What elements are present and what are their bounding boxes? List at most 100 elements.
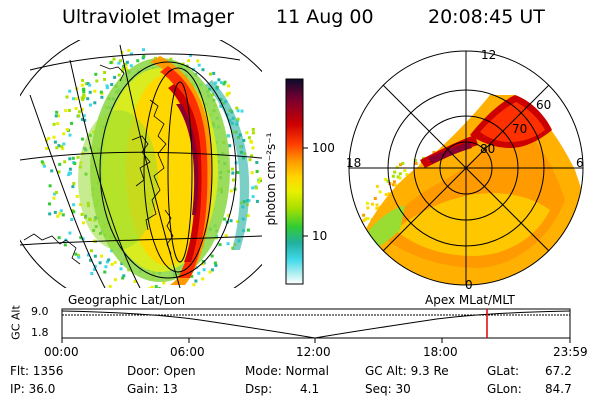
noise-pixel (107, 258, 111, 262)
noise-pixel (192, 283, 196, 287)
noise-pixel (236, 119, 240, 123)
noise-pixel (110, 263, 114, 266)
noise-pixel (121, 276, 125, 280)
noise-pixel (105, 260, 109, 264)
noise-pixel (202, 268, 206, 272)
noise-pixel (48, 212, 52, 216)
noise-pixel (362, 219, 366, 222)
mlt-label-0: 0 (465, 278, 473, 292)
noise-pixel (99, 90, 103, 94)
xtick-0600: 06:00 (170, 345, 205, 359)
noise-pixel (63, 160, 67, 164)
instrument-title: Ultraviolet Imager (62, 6, 235, 28)
noise-pixel (230, 167, 234, 171)
noise-pixel (63, 243, 67, 247)
noise-pixel (89, 258, 93, 262)
lat-label-60: 60 (536, 98, 552, 112)
noise-pixel (54, 191, 58, 194)
noise-pixel (69, 171, 72, 175)
noise-pixel (201, 68, 205, 72)
noise-pixel (136, 59, 140, 63)
noise-pixel (105, 84, 109, 88)
noise-pixel (246, 214, 250, 218)
noise-pixel (242, 139, 246, 142)
noise-pixel (108, 284, 112, 288)
noise-pixel (72, 210, 76, 214)
noise-pixel (398, 172, 402, 176)
noise-pixel (154, 285, 158, 288)
noise-pixel (88, 83, 92, 87)
noise-pixel (59, 209, 63, 213)
left-auroral-image (40, 48, 262, 288)
noise-pixel (62, 132, 66, 136)
noise-pixel (82, 114, 86, 118)
noise-pixel (227, 91, 231, 95)
noise-pixel (258, 177, 262, 181)
noise-pixel (129, 64, 133, 68)
noise-pixel (68, 89, 72, 93)
info-flt: Flt: 1356 (10, 364, 64, 378)
noise-pixel (70, 121, 73, 125)
noise-pixel (236, 171, 240, 174)
noise-pixel (181, 62, 185, 66)
noise-pixel (248, 158, 252, 162)
noise-pixel (68, 231, 72, 235)
noise-pixel (227, 84, 231, 88)
noise-pixel (71, 156, 75, 160)
noise-pixel (74, 106, 78, 110)
noise-pixel (210, 254, 214, 258)
noise-pixel (218, 243, 222, 247)
noise-pixel (255, 161, 259, 164)
noise-pixel (60, 145, 64, 149)
noise-pixel (121, 67, 125, 71)
noise-pixel (197, 271, 201, 275)
noise-pixel (90, 249, 93, 253)
right-polar-grid (348, 50, 584, 286)
noise-pixel (80, 107, 84, 111)
noise-pixel (365, 201, 369, 205)
colorbar-tick-10: 10 (312, 229, 328, 243)
noise-pixel (53, 192, 57, 196)
noise-pixel (190, 274, 194, 278)
noise-pixel (516, 274, 520, 278)
noise-pixel (129, 52, 133, 56)
info-glon-label: GLon: (487, 382, 522, 396)
noise-pixel (214, 81, 218, 85)
noise-pixel (73, 162, 77, 165)
noise-pixel (42, 164, 46, 168)
info-gain: Gain: 13 (127, 382, 178, 396)
noise-pixel (76, 155, 80, 159)
noise-pixel (246, 228, 250, 232)
left-panel-label: Geographic Lat/Lon (68, 293, 186, 307)
info-gc-alt: GC Alt: 9.3 Re (365, 364, 449, 378)
noise-pixel (98, 261, 102, 265)
noise-pixel (251, 127, 255, 131)
noise-pixel (53, 140, 57, 144)
noise-pixel (76, 254, 80, 258)
noise-pixel (567, 234, 571, 238)
noise-pixel (57, 170, 61, 174)
noise-pixel (119, 59, 122, 63)
noise-pixel (560, 254, 564, 258)
noise-pixel (80, 83, 84, 87)
noise-pixel (392, 183, 396, 187)
noise-pixel (74, 252, 78, 256)
noise-pixel (72, 97, 75, 101)
noise-pixel (142, 48, 145, 52)
noise-pixel (55, 146, 59, 150)
noise-pixel (122, 274, 126, 278)
noise-pixel (157, 287, 161, 288)
noise-pixel (68, 157, 72, 161)
noise-pixel (103, 71, 107, 74)
noise-pixel (142, 55, 146, 58)
noise-pixel (228, 144, 232, 148)
noise-pixel (555, 245, 558, 249)
noise-pixel (56, 122, 60, 126)
noise-pixel (247, 199, 251, 203)
noise-pixel (87, 253, 90, 257)
noise-pixel (81, 98, 85, 102)
mlt-label-6: 6 (576, 156, 584, 170)
noise-pixel (231, 171, 235, 175)
noise-pixel (214, 263, 218, 267)
